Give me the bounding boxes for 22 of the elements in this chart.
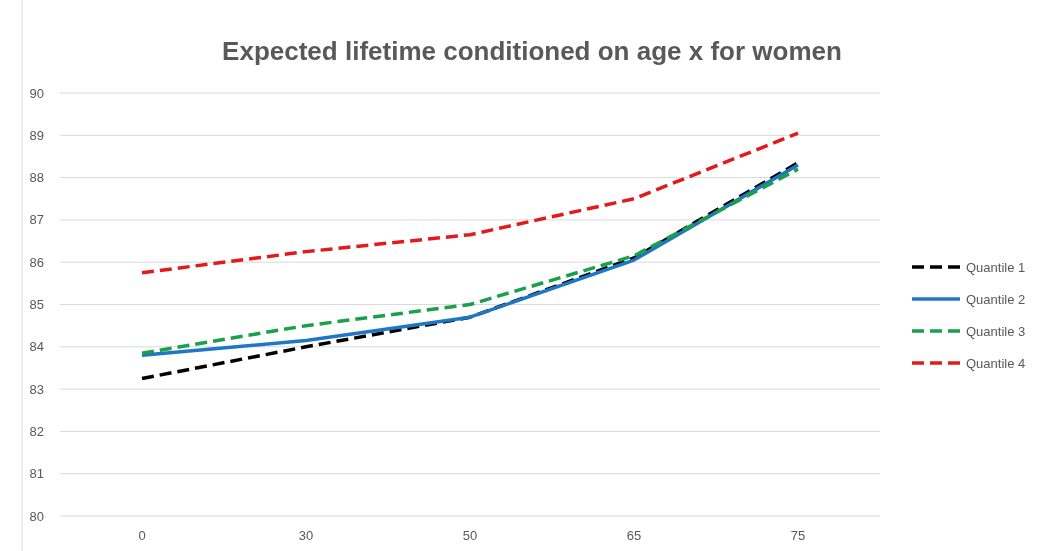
legend-label: Quantile 1: [966, 259, 1026, 275]
y-tick-label: 89: [29, 127, 44, 143]
legend-label: Quantile 4: [966, 355, 1026, 371]
y-tick-label: 90: [29, 85, 44, 101]
x-tick-label: 30: [298, 528, 314, 543]
x-tick-label: 0: [138, 528, 146, 543]
x-tick-label: 50: [462, 528, 478, 543]
chart-title: Expected lifetime conditioned on age x for women: [222, 36, 842, 66]
x-tick-label: 75: [790, 528, 806, 543]
legend-label: Quantile 3: [966, 323, 1026, 339]
y-tick-label: 83: [29, 381, 44, 397]
y-tick-label: 84: [29, 339, 44, 355]
y-tick-label: 81: [29, 466, 44, 482]
x-tick-label: 65: [626, 528, 642, 543]
y-tick-label: 85: [29, 297, 44, 313]
y-tick-label: 87: [29, 212, 44, 228]
legend-label: Quantile 2: [966, 291, 1026, 307]
y-tick-label: 82: [29, 423, 44, 439]
y-tick-label: 86: [29, 254, 44, 270]
y-tick-label: 80: [29, 508, 44, 524]
y-tick-label: 88: [29, 170, 44, 186]
line-series: [140, 131, 800, 275]
